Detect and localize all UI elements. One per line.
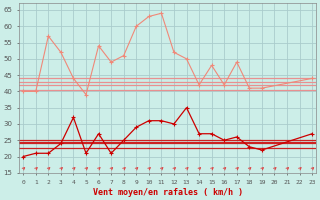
- X-axis label: Vent moyen/en rafales ( km/h ): Vent moyen/en rafales ( km/h ): [93, 188, 243, 197]
